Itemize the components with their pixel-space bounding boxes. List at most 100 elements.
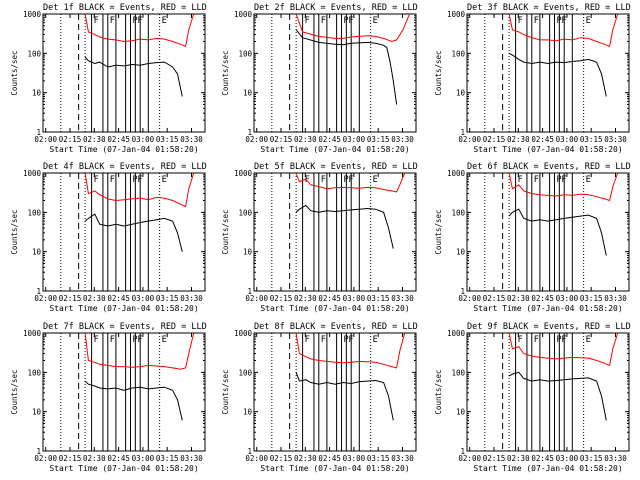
plot-frame xyxy=(466,332,630,452)
x-tick-label: 02:45 xyxy=(318,454,341,463)
series-group xyxy=(508,14,619,97)
x-tick-label: 02:15 xyxy=(483,454,506,463)
interval-marker-label: F xyxy=(305,16,310,26)
x-tick-label: 03:30 xyxy=(180,135,203,144)
y-tick-label: 10 xyxy=(456,408,466,417)
y-tick-label: 10 xyxy=(32,408,42,417)
x-tick-label: 02:00 xyxy=(34,135,57,144)
plot-title: Det 9f BLACK = Events, RED = LLD xyxy=(467,322,631,332)
x-tick-label: 02:30 xyxy=(83,135,106,144)
interval-markers xyxy=(484,333,585,451)
x-tick-label: 03:15 xyxy=(367,294,390,303)
y-tick-label: 100 xyxy=(27,368,41,377)
x-axis-label: Start Time (07-Jan-04 01:58:20) xyxy=(49,145,198,154)
interval-markers xyxy=(271,333,372,451)
events-series-line xyxy=(295,204,394,249)
events-series-line xyxy=(508,371,607,421)
interval-marker-label: P xyxy=(556,335,561,345)
interval-marker-label: E xyxy=(162,16,167,26)
interval-marker-label: F xyxy=(110,175,115,185)
y-tick-label: 1000 xyxy=(23,10,42,19)
y-tick-label: 10 xyxy=(32,248,42,257)
interval-marker-label: E xyxy=(373,16,378,26)
y-tick-label: 1 xyxy=(247,128,252,137)
x-tick-label: 02:15 xyxy=(483,294,506,303)
x-axis-label: Start Time (07-Jan-04 01:58:20) xyxy=(473,464,622,473)
plot-title: Det 5f BLACK = Events, RED = LLD xyxy=(254,162,418,172)
y-axis-label: Counts/sec xyxy=(10,369,19,414)
interval-markers xyxy=(484,14,585,132)
interval-marker-label: F xyxy=(94,335,99,345)
x-tick-label: 03:15 xyxy=(156,454,179,463)
y-tick-label: 1000 xyxy=(447,10,466,19)
x-axis-label: Start Time (07-Jan-04 01:58:20) xyxy=(473,304,622,313)
interval-marker-label: P xyxy=(556,175,561,185)
x-tick-label: 03:30 xyxy=(604,454,627,463)
plot-frame xyxy=(253,172,417,292)
lld-series-line xyxy=(295,14,410,43)
interval-marker-label: F xyxy=(94,175,99,185)
x-tick-label: 02:15 xyxy=(59,454,82,463)
plot-title: Det 4f BLACK = Events, RED = LLD xyxy=(43,162,207,172)
interval-marker-label: F xyxy=(348,16,353,26)
x-tick-label: 02:00 xyxy=(245,454,268,463)
x-tick-label: 02:30 xyxy=(294,454,317,463)
x-tick-label: 03:00 xyxy=(132,454,155,463)
interval-marker-label: E xyxy=(162,175,167,185)
interval-marker-label: P xyxy=(556,16,561,26)
x-tick-label: 03:30 xyxy=(604,135,627,144)
interval-marker-label: F xyxy=(534,335,539,345)
x-tick-label: 03:00 xyxy=(556,454,579,463)
x-tick-label: 02:00 xyxy=(34,454,57,463)
x-tick-label: 02:30 xyxy=(294,294,317,303)
interval-marker-label: E xyxy=(586,335,591,345)
plot-title: Det 1f BLACK = Events, RED = LLD xyxy=(43,3,207,13)
lld-series-line xyxy=(295,333,406,369)
x-axis-label: Start Time (07-Jan-04 01:58:20) xyxy=(49,464,198,473)
series-group xyxy=(508,173,619,256)
x-tick-label: 03:00 xyxy=(343,294,366,303)
interval-marker-label: F xyxy=(94,16,99,26)
y-tick-label: 10 xyxy=(32,89,42,98)
y-tick-label: 10 xyxy=(456,89,466,98)
interval-marker-label: F xyxy=(305,335,310,345)
x-tick-label: 03:30 xyxy=(391,135,414,144)
series-group xyxy=(84,14,195,97)
x-tick-label: 03:30 xyxy=(391,294,414,303)
y-tick-label: 1 xyxy=(36,128,41,137)
interval-marker-label: F xyxy=(518,16,523,26)
lld-series-line xyxy=(508,333,619,367)
events-series-line xyxy=(295,372,394,421)
x-tick-label: 03:15 xyxy=(156,294,179,303)
interval-marker-label: F xyxy=(137,175,142,185)
lld-series-line xyxy=(508,173,619,202)
y-tick-label: 1000 xyxy=(234,169,253,178)
interval-marker-label: F xyxy=(137,16,142,26)
interval-marker-label: F xyxy=(518,335,523,345)
lld-series-line xyxy=(84,173,195,208)
y-tick-label: 1000 xyxy=(234,10,253,19)
x-tick-label: 02:15 xyxy=(270,294,293,303)
x-tick-label: 02:00 xyxy=(34,294,57,303)
events-series-line xyxy=(508,208,607,256)
y-tick-label: 1 xyxy=(460,447,465,456)
y-tick-label: 10 xyxy=(243,408,253,417)
x-tick-label: 02:30 xyxy=(294,135,317,144)
series-group xyxy=(295,173,406,249)
interval-marker-label: E xyxy=(373,175,378,185)
interval-marker-label: P xyxy=(132,175,137,185)
interval-markers xyxy=(60,173,161,291)
y-tick-label: 10 xyxy=(243,89,253,98)
interval-marker-label: E xyxy=(373,335,378,345)
x-tick-label: 02:15 xyxy=(483,135,506,144)
interval-marker-label: F xyxy=(137,335,142,345)
x-tick-label: 02:15 xyxy=(59,135,82,144)
interval-marker-label: F xyxy=(110,16,115,26)
x-tick-label: 03:00 xyxy=(556,135,579,144)
interval-markers xyxy=(271,14,372,132)
x-tick-label: 02:15 xyxy=(270,135,293,144)
